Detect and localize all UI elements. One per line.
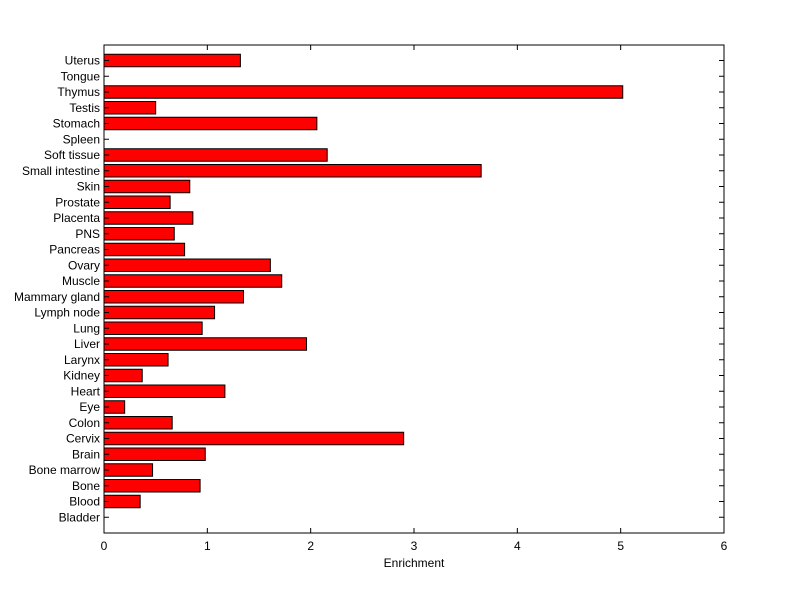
y-tick-label: Bone marrow — [29, 463, 101, 477]
y-tick-label: Small intestine — [22, 164, 100, 178]
y-tick-label: Soft tissue — [44, 148, 100, 162]
x-tick-label: 3 — [411, 539, 418, 553]
y-tick-label: Testis — [69, 101, 100, 115]
bar-small-intestine — [103, 164, 482, 178]
bar-muscle — [103, 274, 283, 288]
y-tick-label: Pancreas — [49, 243, 100, 257]
y-tick-label: Spleen — [63, 132, 100, 146]
bar-thymus — [103, 85, 624, 99]
bar-skin — [103, 179, 191, 194]
bar-soft-tissue — [103, 148, 328, 162]
y-tick-label: Lung — [73, 321, 100, 335]
bar-brain — [103, 447, 206, 461]
y-tick-label: Bone — [72, 479, 100, 493]
x-axis-title: Enrichment — [384, 556, 445, 570]
bar-prostate — [103, 195, 171, 209]
bar-bone — [103, 479, 201, 493]
y-tick-label: Placenta — [53, 211, 100, 225]
y-tick-label: Mammary gland — [14, 290, 100, 304]
bar-lymph-node — [103, 305, 216, 320]
y-tick-label: Kidney — [63, 369, 100, 383]
y-tick-label: Brain — [72, 447, 100, 461]
bar-placenta — [103, 211, 194, 225]
y-tick-label: Uterus — [65, 54, 100, 68]
y-tick-label: Prostate — [55, 195, 100, 209]
y-tick-label: Liver — [74, 337, 100, 351]
bar-liver — [103, 337, 308, 351]
y-tick-label: Blood — [69, 495, 100, 509]
y-tick-label: Tongue — [61, 69, 101, 83]
y-tick-label: Colon — [69, 416, 100, 430]
bar-ovary — [103, 258, 271, 272]
bar-blood — [103, 494, 141, 509]
x-tick-label: 5 — [617, 539, 624, 553]
y-tick-label: Muscle — [62, 274, 100, 288]
bar-heart — [103, 384, 226, 398]
y-tick-label: Cervix — [66, 432, 100, 446]
bar-testis — [103, 101, 157, 115]
y-tick-label: Stomach — [53, 117, 100, 131]
y-tick-label: Thymus — [57, 85, 100, 99]
bar-mammary-gland — [103, 290, 244, 304]
y-tick-label: PNS — [75, 227, 100, 241]
x-tick-label: 2 — [307, 539, 314, 553]
y-tick-label: Eye — [79, 400, 100, 414]
bar-larynx — [103, 353, 169, 367]
bar-stomach — [103, 116, 318, 131]
y-tick-label: Heart — [71, 384, 101, 398]
bar-kidney — [103, 368, 143, 383]
bar-colon — [103, 416, 173, 430]
y-tick-label: Bladder — [59, 510, 100, 524]
bar-pns — [103, 227, 175, 241]
x-tick-label: 0 — [101, 539, 108, 553]
bar-uterus — [103, 53, 241, 68]
plot-frame — [103, 44, 725, 534]
y-tick-label: Ovary — [68, 258, 100, 272]
bar-bone-marrow — [103, 463, 154, 477]
bar-lung — [103, 321, 203, 335]
bar-pancreas — [103, 242, 186, 257]
y-tick-label: Skin — [77, 180, 100, 194]
bar-cervix — [103, 431, 405, 446]
y-tick-label: Lymph node — [34, 306, 100, 320]
x-tick-label: 4 — [514, 539, 521, 553]
x-tick-label: 1 — [204, 539, 211, 553]
y-tick-label: Larynx — [64, 353, 100, 367]
x-tick-label: 6 — [721, 539, 728, 553]
